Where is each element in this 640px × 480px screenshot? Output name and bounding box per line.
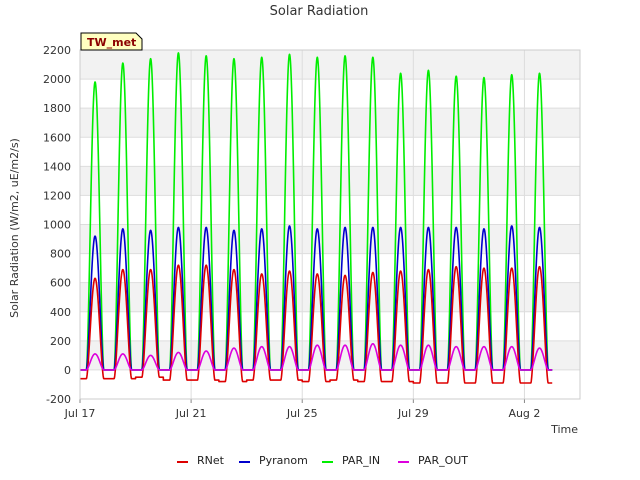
plot-band [80,108,580,138]
axes [79,49,581,403]
plot-band [80,282,580,312]
y-tick-label: -200 [46,393,71,406]
y-tick-label: 0 [64,364,71,377]
y-tick-label: 800 [50,248,71,261]
legend-label-par-out: PAR_OUT [418,454,468,467]
plot-band [80,369,580,399]
x-axis-label: Time [550,423,578,436]
y-tick-label: 1400 [43,160,71,173]
y-tick-label: 1600 [43,131,71,144]
y-tick-label: 2200 [43,44,71,57]
y-tick-label: 1800 [43,102,71,115]
y-tick-label: 600 [50,277,71,290]
x-tick-label: Jul 29 [397,407,429,420]
plot-band [80,340,580,370]
plot-band [80,50,580,80]
x-tick-label: Aug 2 [508,407,540,420]
plot-band [80,311,580,341]
plot-band [80,79,580,109]
plot-frame [79,49,581,400]
station-badge-shape [80,32,143,51]
y-axis-label: Solar Radiation (W/m2, uE/m2/s) [8,138,21,318]
tick-labels: -200 0 200 400 600 800 1000 1200 1400 1600 1800 200… [43,44,540,420]
x-tick-label: Jul 25 [286,407,318,420]
legend: RNet Pyranom PAR_IN PAR_OUT [177,454,468,467]
plot-band [80,253,580,283]
legend-label-par-in: PAR_IN [342,454,380,467]
x-tick-label: Jul 21 [175,407,207,420]
series-line-par-out [79,342,553,371]
station-badge: TW_met [80,32,143,51]
series-layer [79,52,553,384]
plot-band [80,166,580,196]
plot-background [80,50,580,399]
legend-label-pyranom: Pyranom [259,454,308,467]
plot-band [80,137,580,167]
plot-band [80,224,580,254]
chart-title: Solar Radiation [270,4,369,19]
legend-label-rnet: RNet [197,454,225,467]
y-tick-label: 200 [50,335,71,348]
y-tick-label: 400 [50,306,71,319]
y-tick-label: 1200 [43,189,71,202]
station-badge-label: TW_met [87,36,136,49]
y-tick-label: 1000 [43,219,71,232]
series-line-rnet [79,264,553,384]
plot-band [80,195,580,225]
x-tick-label: Jul 17 [64,407,96,420]
y-tick-label: 2000 [43,73,71,86]
